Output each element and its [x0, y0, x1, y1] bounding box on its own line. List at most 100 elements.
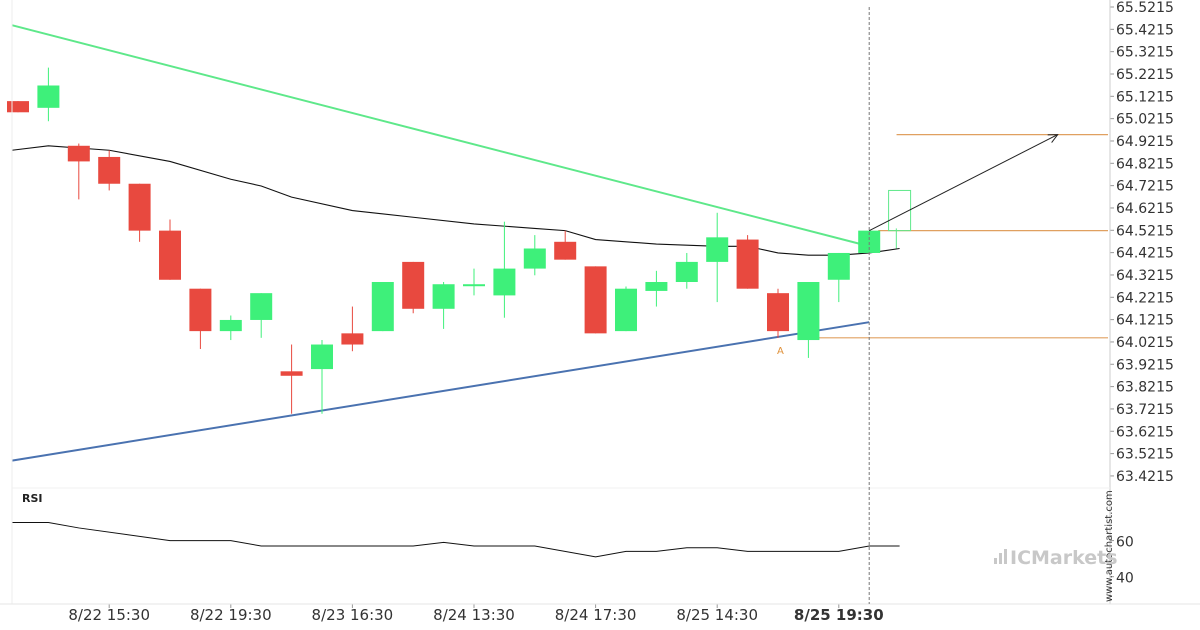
candle-body — [402, 261, 425, 309]
candle — [7, 101, 29, 113]
price-tick-label: 65.5215 — [1116, 0, 1174, 16]
candle — [189, 288, 212, 349]
candle-body — [584, 266, 607, 334]
price-tick-label: 64.3215 — [1116, 268, 1174, 284]
candle — [280, 344, 303, 414]
candle — [493, 221, 516, 318]
price-tick-label: 64.5215 — [1116, 223, 1174, 239]
brand-prefix: IC — [1010, 547, 1031, 569]
time-tick-label: 8/25 14:30 — [676, 606, 758, 624]
candle-body — [858, 230, 881, 253]
time-tick-label: 8/25 19:30 — [794, 606, 884, 624]
candle-body — [311, 344, 333, 370]
candle — [645, 270, 668, 307]
candle — [159, 219, 181, 280]
candle — [827, 252, 850, 303]
candle-body — [463, 284, 485, 287]
candle — [584, 266, 607, 334]
rsi-label: RSI — [22, 492, 43, 505]
candle — [767, 288, 789, 338]
time-tick-label: 8/22 19:30 — [190, 606, 272, 624]
price-tick-label: 64.1215 — [1116, 313, 1174, 329]
candle-body — [250, 293, 273, 320]
candle — [128, 183, 151, 242]
candle-body — [189, 288, 212, 332]
candle-body — [615, 288, 637, 332]
brand-name: Markets — [1031, 547, 1118, 569]
brand-logo: ICMarkets — [994, 547, 1118, 569]
candle-body — [432, 284, 455, 309]
rsi-line — [11, 522, 900, 558]
candle-body — [523, 248, 546, 269]
candle — [371, 281, 394, 332]
forecast-arrow-line — [868, 134, 1058, 232]
candle — [432, 281, 455, 329]
price-tick-label: 64.6215 — [1116, 201, 1174, 217]
candle-body — [767, 293, 789, 332]
time-tick-label: 8/24 13:30 — [433, 606, 515, 624]
moving-average — [11, 145, 900, 256]
price-tick-label: 63.8215 — [1116, 380, 1174, 396]
candle-body — [371, 281, 394, 332]
price-tick-label: 65.0215 — [1116, 112, 1174, 128]
candle-body — [554, 241, 577, 260]
candle — [463, 268, 485, 296]
svg-text:ICMarkets: ICMarkets — [1010, 547, 1118, 569]
resistance-line — [11, 24, 870, 248]
candle-body — [797, 281, 820, 341]
candle — [615, 286, 637, 332]
price-tick-label: 64.9215 — [1116, 134, 1174, 150]
candle-body — [159, 230, 181, 280]
projection-box — [888, 189, 912, 232]
price-tick-label: 65.4215 — [1116, 22, 1174, 38]
time-tick-label: 8/24 17:30 — [555, 606, 637, 624]
price-tick-label: 63.4215 — [1116, 469, 1174, 485]
candle-body — [128, 183, 151, 231]
candle-body — [645, 281, 668, 291]
candle-body — [67, 145, 90, 162]
moving-average-line — [11, 145, 900, 256]
candle — [67, 143, 90, 200]
price-tick-label: 64.8215 — [1116, 156, 1174, 172]
price-gridlines — [1110, 6, 1114, 477]
candlesticks — [7, 67, 881, 414]
price-tick-label: 64.0215 — [1116, 335, 1174, 351]
price-tick-label: 63.6215 — [1116, 424, 1174, 440]
pattern-point-label: A — [777, 346, 784, 357]
candle — [341, 306, 364, 352]
price-tick-label: 63.7215 — [1116, 402, 1174, 418]
candle — [523, 235, 546, 276]
price-axis: 65.5215 65.4215 65.3215 65.2215 65.1215 65.02… — [1116, 0, 1174, 485]
candle-body — [493, 268, 516, 296]
price-tick-label: 65.2215 — [1116, 67, 1174, 83]
candle-body — [98, 156, 121, 184]
candle-body — [675, 261, 698, 282]
candle — [736, 235, 759, 289]
rsi-panel: RSI 60 40 — [11, 492, 1134, 587]
triangle-pattern — [11, 24, 870, 462]
candle — [706, 212, 729, 303]
candle-body — [280, 371, 303, 376]
target-levels — [802, 134, 1108, 339]
candle — [37, 67, 60, 122]
candle — [98, 150, 121, 191]
candle — [797, 281, 820, 358]
candle-body — [219, 319, 242, 332]
forecast-overlay: A — [777, 134, 1059, 357]
rsi-tick-label: 40 — [1116, 571, 1134, 587]
time-axis: 8/22 15:30 8/22 19:30 8/23 16:30 8/24 13:30… — [68, 604, 884, 624]
candle — [402, 261, 425, 314]
chart-frame — [0, 0, 1200, 605]
candle — [250, 293, 273, 338]
price-tick-label: 65.3215 — [1116, 45, 1174, 61]
candle-body — [341, 333, 364, 345]
forecast-arrow-icon — [1047, 134, 1059, 143]
candle-body — [706, 237, 729, 262]
price-tick-label: 65.1215 — [1116, 89, 1174, 105]
time-tick-label: 8/22 15:30 — [68, 606, 150, 624]
candle-body — [7, 101, 29, 113]
candle — [554, 230, 577, 260]
candle — [219, 315, 242, 341]
candle-body — [736, 239, 759, 289]
